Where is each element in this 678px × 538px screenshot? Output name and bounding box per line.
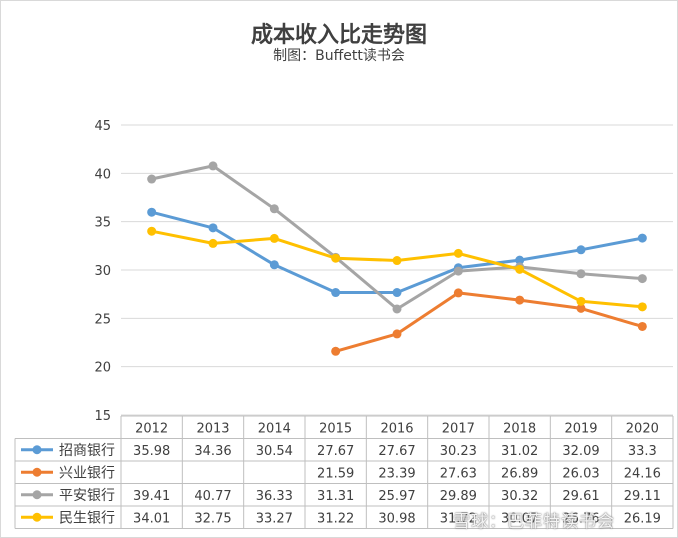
data-table-value: 34.36	[194, 444, 231, 459]
x-tick-label: 2020	[626, 421, 659, 436]
data-table-value: 26.76	[562, 511, 599, 526]
data-point	[147, 174, 157, 184]
data-table-value: 30.98	[378, 511, 415, 526]
data-point	[637, 233, 647, 243]
legend-key-marker	[32, 512, 42, 522]
y-tick-label: 15	[94, 409, 111, 424]
data-table-value: 34.01	[133, 511, 170, 526]
x-tick-label: 2015	[319, 421, 352, 436]
data-point	[576, 296, 586, 306]
watermark: 雪球：巴菲特读书会	[453, 512, 615, 532]
data-point	[576, 303, 586, 313]
x-tick-label: 2012	[135, 421, 168, 436]
data-point	[453, 266, 463, 276]
data-point	[147, 207, 157, 217]
series-line	[151, 210, 643, 294]
data-table-value: 40.77	[194, 489, 231, 504]
data-point	[331, 288, 341, 298]
y-tick-label: 30	[94, 264, 111, 279]
legend-label: 民生银行	[59, 510, 115, 526]
data-point	[515, 264, 525, 274]
data-table-value: 29.89	[440, 489, 477, 504]
chart-title: 成本收入比走势图	[250, 23, 427, 48]
data-table-value: 30.32	[501, 489, 538, 504]
data-point	[392, 329, 402, 339]
series-line	[335, 291, 643, 353]
data-table-value: 33.27	[256, 511, 293, 526]
data-table-value: 29.11	[624, 489, 661, 504]
data-table-value: 27.67	[378, 444, 415, 459]
data-point	[147, 226, 157, 236]
data-point	[208, 223, 218, 233]
x-tick-label: 2018	[503, 421, 536, 436]
data-point	[637, 302, 647, 312]
data-point	[331, 253, 341, 263]
data-point	[453, 248, 463, 258]
legend-key-marker	[32, 490, 42, 500]
y-tick-label: 40	[94, 167, 111, 182]
data-table-value: 26.19	[624, 511, 661, 526]
data-point	[208, 161, 218, 171]
data-table-value: 31.31	[317, 489, 354, 504]
data-table-value: 23.39	[378, 466, 415, 481]
x-tick-label: 2016	[380, 421, 413, 436]
data-table-value: 36.33	[256, 489, 293, 504]
data-table-value: 31.72	[440, 511, 477, 526]
y-tick-label: 20	[94, 361, 111, 376]
y-tick-label: 45	[94, 119, 111, 134]
data-point	[269, 233, 279, 243]
data-table-value: 27.67	[317, 444, 354, 459]
data-table-value: 24.16	[624, 466, 661, 481]
data-point	[637, 321, 647, 331]
legend-label: 招商银行	[59, 443, 115, 459]
chart-subtitle: 制图：Buffett读书会	[273, 48, 405, 64]
legend-label: 兴业银行	[59, 465, 115, 481]
data-point	[269, 260, 279, 270]
data-point	[331, 346, 341, 356]
x-tick-label: 2017	[442, 421, 475, 436]
data-table-value: 25.97	[378, 489, 415, 504]
y-tick-label: 25	[94, 312, 111, 327]
y-tick-label: 35	[94, 216, 111, 231]
data-table-value: 21.59	[317, 466, 354, 481]
legend-label: 平安银行	[59, 488, 115, 504]
data-point	[269, 204, 279, 214]
data-table-value: 33.3	[628, 444, 657, 459]
data-point	[392, 304, 402, 314]
x-tick-label: 2013	[196, 421, 229, 436]
data-point	[576, 245, 586, 255]
data-point	[453, 288, 463, 298]
legend-key-marker	[32, 467, 42, 477]
legend-key-marker	[32, 445, 42, 455]
x-tick-label: 2014	[258, 421, 291, 436]
data-table-value: 30.54	[256, 444, 293, 459]
data-table-value: 32.75	[194, 511, 231, 526]
data-table-value: 31.22	[317, 511, 354, 526]
data-point	[515, 255, 525, 265]
data-table-value: 29.61	[562, 489, 599, 504]
data-table-value: 31.02	[501, 444, 538, 459]
series-line	[151, 164, 643, 311]
data-point	[392, 288, 402, 298]
data-point	[392, 256, 402, 266]
data-point	[208, 238, 218, 248]
data-table-value: 39.41	[133, 489, 170, 504]
x-tick-label: 2019	[564, 421, 597, 436]
data-table-value: 26.89	[501, 466, 538, 481]
data-table-value: 32.09	[562, 444, 599, 459]
data-table-value: 26.03	[562, 466, 599, 481]
data-table-value: 27.63	[440, 466, 477, 481]
data-table-value: 30.23	[440, 444, 477, 459]
data-point	[637, 274, 647, 284]
data-point	[576, 269, 586, 279]
data-point	[515, 295, 525, 305]
data-table-value: 30.07	[501, 511, 538, 526]
data-table-value: 35.98	[133, 444, 170, 459]
